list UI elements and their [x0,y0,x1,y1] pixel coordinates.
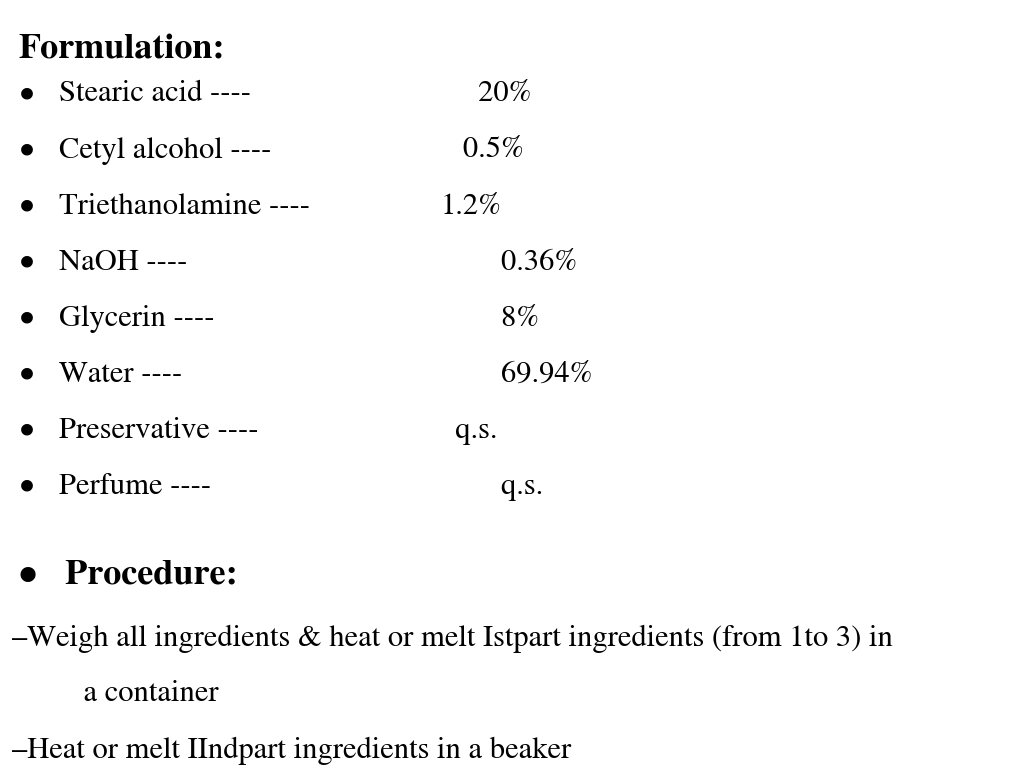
Text: Cetyl alcohol ----: Cetyl alcohol ---- [59,137,271,164]
Text: 69.94%: 69.94% [440,361,593,389]
Text: –Heat or melt IIndpart ingredients in a beaker: –Heat or melt IIndpart ingredients in a … [12,737,571,765]
Text: Water ----: Water ---- [59,361,182,389]
Text: Preservative ----: Preservative ---- [59,417,259,445]
Text: Triethanolamine ----: Triethanolamine ---- [59,193,310,220]
Text: 0.36%: 0.36% [440,249,578,276]
Text: 20%: 20% [440,81,531,108]
Text: 1.2%: 1.2% [440,193,502,220]
Text: •: • [18,193,35,220]
Text: 8%: 8% [440,305,540,333]
Text: •: • [18,305,35,333]
Text: –Weigh all ingredients & heat or melt Istpart ingredients (from 1to 3) in: –Weigh all ingredients & heat or melt Is… [12,624,893,653]
Text: •: • [18,417,35,445]
Text: •: • [18,361,35,389]
Text: NaOH ----: NaOH ---- [59,249,187,276]
Text: Glycerin ----: Glycerin ---- [59,305,215,333]
Text: •: • [18,473,35,501]
Text: 0.5%: 0.5% [440,137,524,164]
Text: Stearic acid ----: Stearic acid ---- [59,81,252,108]
Text: q.s.: q.s. [440,417,498,445]
Text: q.s.: q.s. [440,473,544,501]
Text: Formulation:: Formulation: [18,35,225,65]
Text: •: • [18,81,35,108]
Text: •: • [18,249,35,276]
Text: •: • [18,137,35,164]
Text: Perfume ----: Perfume ---- [59,473,212,501]
Text: •   Procedure:: • Procedure: [18,560,239,591]
Text: a container: a container [53,680,219,708]
